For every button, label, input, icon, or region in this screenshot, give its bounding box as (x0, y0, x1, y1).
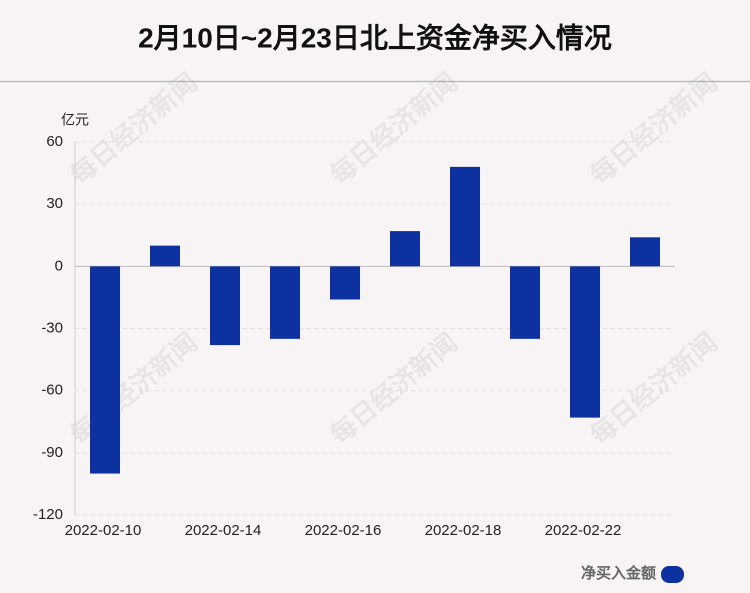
y-tick-label: 30 (46, 195, 63, 212)
bar (270, 266, 300, 339)
y-tick-label: 60 (46, 133, 63, 150)
x-tick-label: 2022-02-22 (545, 522, 622, 539)
chart-title: 2月10日~2月23日北上资金净买入情况 (138, 21, 612, 53)
bar (150, 245, 180, 267)
watermark: 每日经济新闻 (64, 67, 203, 191)
y-tick-label: -30 (41, 319, 63, 336)
x-tick-label: 2022-02-16 (305, 522, 382, 539)
watermark: 每日经济新闻 (64, 327, 203, 451)
bar (630, 237, 660, 267)
y-tick-label: -120 (33, 506, 63, 523)
x-tick-label: 2022-02-18 (425, 522, 502, 539)
bar (450, 166, 480, 267)
y-tick-label: 0 (55, 257, 63, 274)
watermark: 每日经济新闻 (324, 327, 463, 451)
bar (330, 266, 360, 300)
bar (570, 266, 600, 418)
legend-swatch (661, 566, 684, 583)
watermark: 每日经济新闻 (584, 327, 723, 451)
y-tick-label: -90 (41, 444, 63, 461)
watermark: 每日经济新闻 (584, 67, 723, 191)
bar (90, 266, 120, 474)
watermark: 每日经济新闻 (324, 67, 463, 191)
y-unit: 亿元 (61, 112, 89, 128)
y-tick-label: -60 (41, 382, 63, 399)
bar (510, 266, 540, 339)
x-tick-label: 2022-02-10 (65, 522, 142, 539)
legend-label: 净买入金额 (581, 564, 656, 582)
x-tick-label: 2022-02-14 (185, 522, 262, 539)
bar (390, 231, 420, 267)
bar (210, 266, 240, 346)
